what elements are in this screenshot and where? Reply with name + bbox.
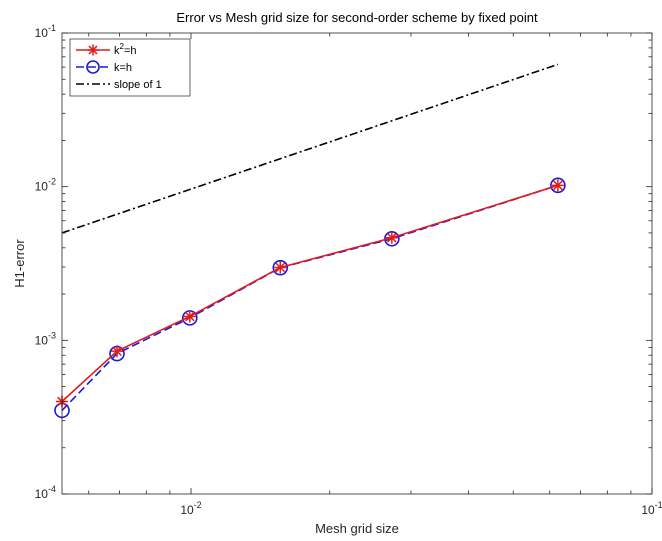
legend-marker-stroke (88, 45, 98, 55)
plot-border (61, 32, 653, 495)
series-line (61, 63, 559, 234)
x-tick-label-base: 10 (180, 503, 194, 517)
data-point (551, 179, 564, 192)
y-tick-label-base: 10 (35, 26, 49, 40)
plot-area (62, 33, 652, 494)
x-tick-label: 10-2 (180, 500, 201, 517)
y-tick-label-base: 10 (35, 180, 49, 194)
data-point-stroke (553, 180, 563, 191)
series-line (61, 184, 559, 403)
data-point-stroke (184, 311, 195, 322)
data-point (272, 259, 289, 276)
legend-label: slope of 1 (114, 79, 162, 91)
y-tick-label-base: 10 (35, 333, 49, 347)
data-point (550, 177, 566, 194)
y-tick-label-exponent: -4 (48, 484, 56, 494)
x-tick-label-exponent: -1 (655, 500, 662, 510)
legend-marker (87, 44, 99, 56)
chart-title: Error vs Mesh grid size for second-order… (176, 10, 538, 25)
x-tick-label-exponent: -2 (194, 500, 202, 510)
y-tick-label: 10-2 (35, 177, 56, 194)
x-tick-label: 10-1 (641, 500, 662, 517)
legend-label-base: k (114, 45, 120, 57)
legend-label-sup: 2 (120, 42, 125, 51)
legend-marker (86, 60, 100, 74)
data-point (183, 310, 196, 323)
y-tick-label-base: 10 (35, 487, 49, 501)
legend-label: k=h (114, 62, 132, 74)
legend-label-base: slope of 1 (114, 79, 162, 91)
x-axis-label: Mesh grid size (315, 521, 399, 536)
x-tick-label-base: 10 (641, 503, 655, 517)
data-point (111, 345, 124, 358)
legend-label: k2=h (114, 42, 137, 57)
data-point-stroke (275, 262, 286, 273)
data-point (274, 261, 287, 274)
y-tick-label: 10-4 (35, 484, 56, 501)
legend-label-rest: =h (124, 45, 137, 57)
ticks-layer: 10-2 10-110-410-310-210-1 (35, 23, 662, 517)
y-axis-label: H1-error (12, 239, 27, 288)
data-point-stroke (112, 346, 122, 357)
legend-label-base: k=h (114, 62, 132, 74)
data-point-stroke (387, 232, 397, 243)
data-point (385, 231, 398, 244)
series-2 (61, 63, 559, 234)
y-tick-label: 10-1 (35, 23, 56, 40)
y-tick-label-exponent: -1 (48, 23, 56, 33)
y-tick-label-exponent: -3 (48, 330, 56, 340)
y-tick-label-exponent: -2 (48, 177, 56, 187)
y-tick-label: 10-3 (35, 330, 56, 347)
